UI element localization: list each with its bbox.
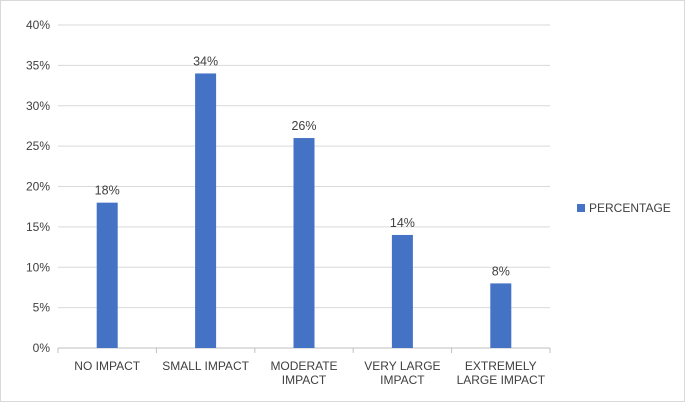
y-tick-label: 20%	[26, 180, 50, 194]
legend-label: PERCENTAGE	[589, 201, 671, 215]
x-tick-label: SMALL IMPACT	[162, 359, 249, 373]
bar	[195, 73, 217, 348]
bar	[391, 234, 413, 348]
data-label: 34%	[193, 54, 218, 68]
data-label: 14%	[390, 216, 415, 230]
y-tick-label: 10%	[26, 260, 50, 274]
bar	[293, 138, 315, 348]
y-tick-label: 40%	[26, 18, 50, 32]
bar	[96, 202, 118, 348]
x-tick-label: IMPACT	[380, 373, 425, 387]
y-tick-label: 15%	[26, 220, 50, 234]
data-label: 8%	[492, 264, 510, 278]
y-tick-label: 5%	[33, 301, 51, 315]
x-tick-label: NO IMPACT	[74, 359, 140, 373]
y-tick-label: 0%	[33, 341, 51, 355]
data-label: 26%	[291, 119, 316, 133]
bar	[490, 283, 512, 348]
x-tick-label: LARGE IMPACT	[457, 373, 546, 387]
y-tick-label: 35%	[26, 58, 50, 72]
x-tick-label: IMPACT	[282, 373, 327, 387]
legend-swatch	[577, 204, 585, 212]
y-tick-label: 30%	[26, 99, 50, 113]
y-tick-label: 25%	[26, 139, 50, 153]
x-tick-label: MODERATE	[270, 359, 337, 373]
data-label: 18%	[95, 184, 120, 198]
x-tick-label: EXTREMELY	[465, 359, 537, 373]
x-tick-label: VERY LARGE	[364, 359, 440, 373]
